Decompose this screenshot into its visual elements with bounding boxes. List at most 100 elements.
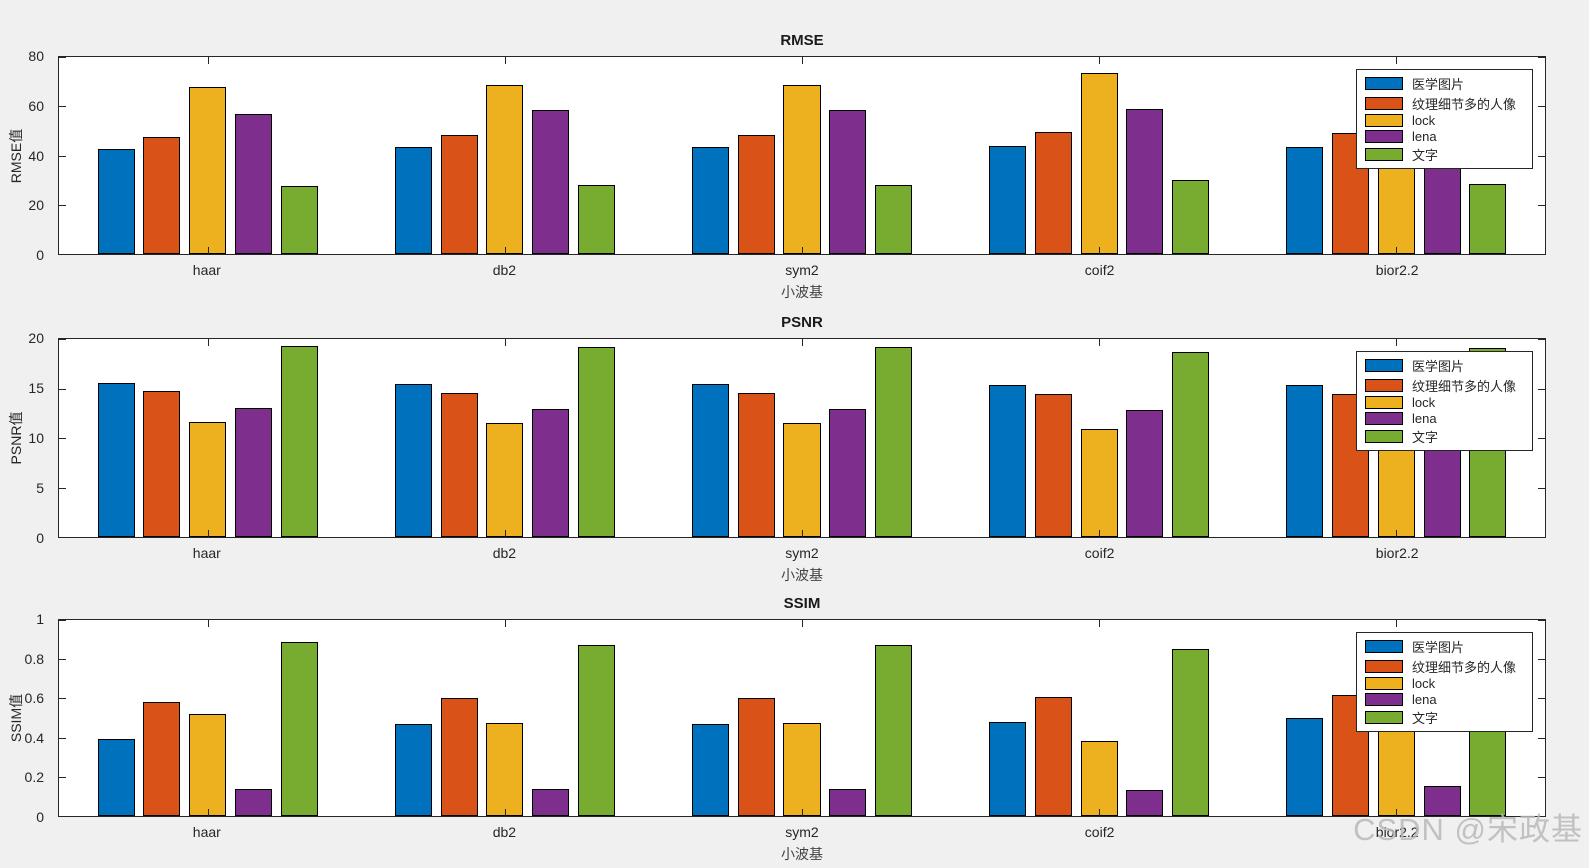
legend-item: 文字 [1365, 708, 1528, 727]
y-tick-mark [1538, 737, 1545, 739]
bar-医学图片-db2 [394, 383, 432, 537]
legend-swatch [1365, 429, 1403, 443]
x-axis-ticks: haar db2 sym2 coif2 bior2.2 [58, 538, 1546, 564]
bar-lena-haar [234, 788, 272, 816]
y-tick-label: 5 [36, 480, 44, 496]
bar-文字-sym2 [874, 645, 912, 816]
x-axis-label: 小波基 [781, 567, 823, 583]
bar-医学图片-coif2 [989, 145, 1027, 254]
bar-纹理细节多的人像-sym2 [737, 134, 775, 254]
legend-item: lena [1365, 129, 1528, 144]
y-tick-mark [1538, 438, 1545, 439]
legend-item: 医学图片 [1365, 356, 1528, 375]
y-axis-ticks: 0 5 10 15 20 [0, 330, 50, 546]
legend-label: lena [1412, 129, 1437, 145]
legend-label: 医学图片 [1412, 359, 1465, 375]
bar-医学图片-haar [97, 149, 135, 254]
bar-lena-sym2 [829, 788, 867, 816]
y-tick-mark [1538, 106, 1545, 108]
y-tick-label: 20 [28, 330, 44, 346]
legend-label: 文字 [1412, 147, 1439, 163]
x-tick-label: coif2 [1084, 824, 1115, 840]
y-tick-mark [59, 737, 66, 739]
y-tick-mark [59, 438, 66, 439]
x-axis-label: 小波基 [781, 846, 823, 862]
legend-label: 文字 [1412, 710, 1439, 726]
x-tick-mark [802, 339, 803, 346]
legend-label: lock [1412, 113, 1436, 129]
bar-医学图片-haar [97, 382, 135, 537]
y-tick-mark [1538, 57, 1545, 58]
legend-label: lena [1412, 692, 1437, 708]
legend-swatch [1365, 147, 1403, 161]
chart-title: RMSE [780, 32, 824, 49]
bar-纹理细节多的人像-db2 [440, 393, 478, 537]
y-tick-mark [59, 816, 66, 817]
legend-swatch [1365, 77, 1403, 91]
legend-item: 纹理细节多的人像 [1365, 94, 1528, 113]
legend-item: 医学图片 [1365, 637, 1528, 656]
x-tick-mark [207, 247, 209, 254]
legend-swatch [1365, 378, 1403, 392]
subplot-psnr: PSNR PSNR值 0 5 10 15 20 医学图片 纹理细节多的人像 lock lena… [0, 314, 1589, 583]
bar-lock-haar [189, 86, 227, 254]
y-tick-mark [59, 339, 66, 340]
y-tick-mark [59, 659, 66, 661]
bar-医学图片-haar [97, 738, 135, 816]
y-tick-label: 0 [36, 530, 44, 546]
plot-area-ssim: 医学图片 纹理细节多的人像 lock lena 文字 [58, 619, 1546, 817]
bar-纹理细节多的人像-haar [143, 391, 181, 537]
bar-医学图片-db2 [394, 723, 432, 816]
y-tick-mark [59, 106, 66, 108]
y-tick-label: 1 [36, 611, 44, 627]
legend-label: lock [1412, 676, 1436, 692]
x-tick-label: coif2 [1084, 545, 1115, 561]
legend-item: 文字 [1365, 145, 1528, 164]
y-tick-mark [59, 155, 66, 157]
legend: 医学图片 纹理细节多的人像 lock lena 文字 [1356, 351, 1533, 451]
bar-lena-bior2.2 [1423, 785, 1461, 816]
x-tick-mark [504, 530, 506, 537]
legend-swatch [1365, 114, 1403, 128]
x-tick-label: bior2.2 [1375, 545, 1419, 561]
x-tick-mark [1099, 57, 1101, 64]
x-tick-label: bior2.2 [1375, 824, 1419, 840]
legend-label: 纹理细节多的人像 [1412, 96, 1517, 112]
x-axis-ticks: haar db2 sym2 coif2 bior2.2 [58, 817, 1546, 843]
y-tick-mark [59, 487, 66, 489]
y-tick-label: 40 [28, 147, 44, 164]
y-tick-mark [1538, 537, 1545, 538]
bar-纹理细节多的人像-db2 [440, 134, 478, 254]
bar-lock-sym2 [783, 423, 821, 537]
x-tick-mark [1099, 247, 1101, 254]
y-tick-label: 0 [36, 809, 44, 825]
bar-lock-db2 [486, 722, 524, 816]
legend-swatch [1365, 640, 1403, 654]
x-tick-mark [1396, 809, 1398, 816]
bar-纹理细节多的人像-sym2 [737, 393, 775, 537]
bar-医学图片-coif2 [989, 721, 1027, 816]
bar-lena-sym2 [829, 109, 867, 254]
bar-文字-haar [280, 186, 318, 254]
bar-lena-db2 [532, 788, 570, 816]
legend-swatch [1365, 130, 1403, 144]
legend-item: lock [1365, 395, 1528, 410]
bar-lock-coif2 [1080, 740, 1118, 816]
x-tick-mark [207, 57, 209, 64]
x-tick-label: haar [192, 824, 221, 840]
bar-lena-coif2 [1126, 789, 1164, 816]
x-axis-label: 小波基 [781, 284, 823, 300]
y-tick-mark [1538, 254, 1545, 255]
bar-lock-db2 [486, 85, 524, 254]
bar-纹理细节多的人像-coif2 [1034, 697, 1072, 816]
x-tick-mark [802, 247, 803, 254]
x-tick-label: haar [192, 545, 221, 561]
y-axis-ticks: 0 20 40 60 80 [0, 48, 50, 263]
x-tick-label: sym2 [785, 545, 819, 561]
x-tick-label: db2 [492, 545, 517, 561]
legend-swatch [1365, 412, 1403, 426]
legend-item: lock [1365, 676, 1528, 691]
bar-医学图片-bior2.2 [1286, 384, 1324, 537]
bar-文字-coif2 [1172, 351, 1210, 537]
x-tick-mark [207, 620, 209, 627]
